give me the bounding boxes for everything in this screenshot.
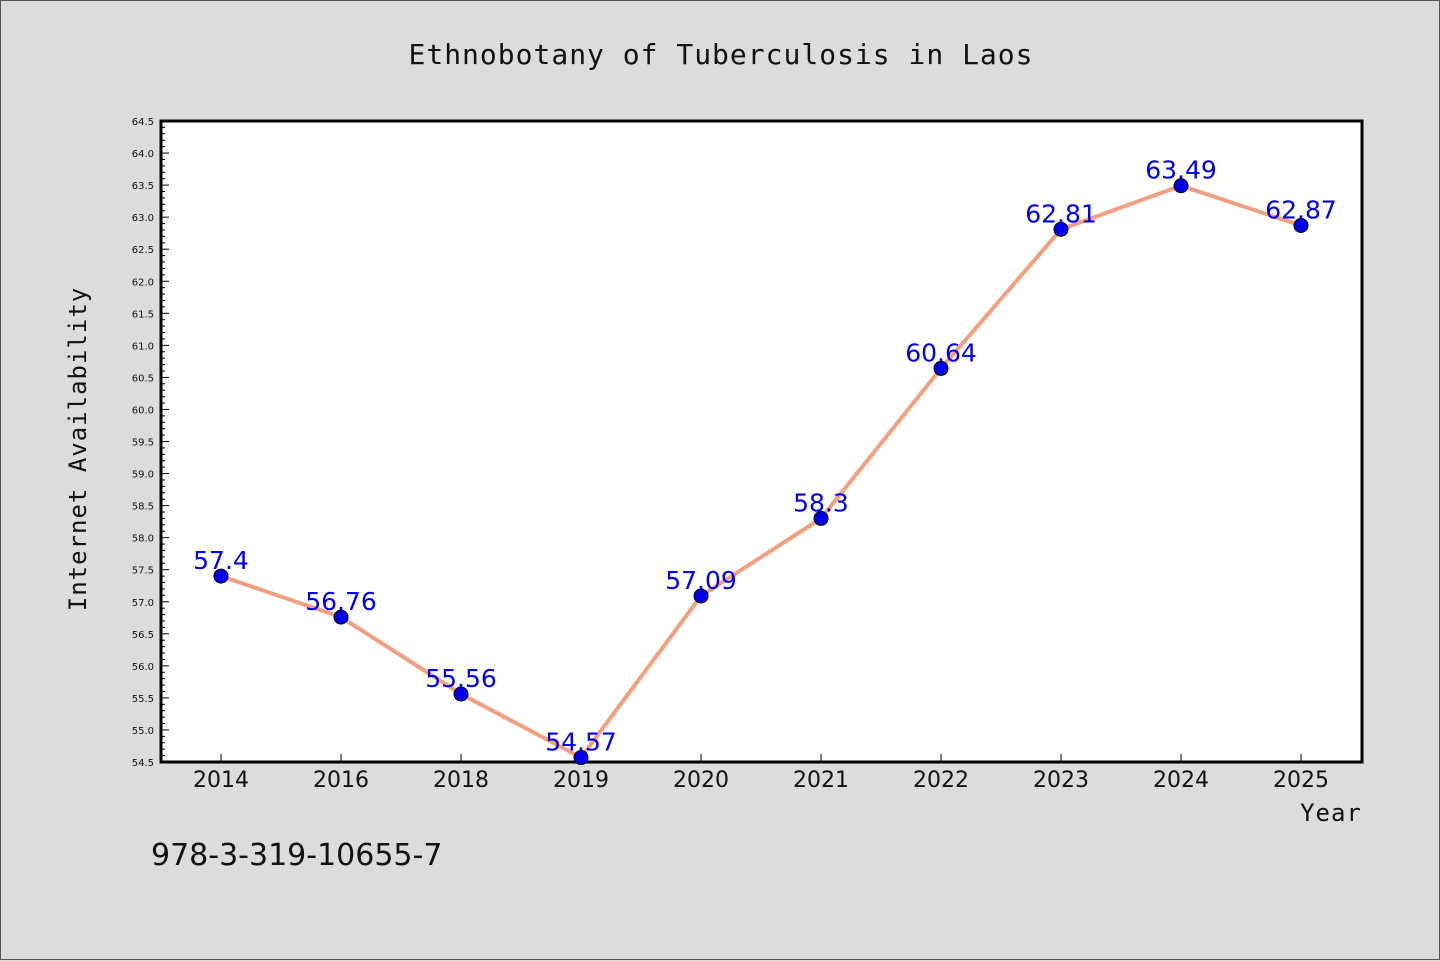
y-tick-label: 64.5: [132, 117, 154, 128]
x-axis: 2014 2016 2018 2019 2020 2021 2022 2023 2024 2025: [193, 754, 1329, 793]
data-label: 58.3: [793, 488, 849, 517]
x-tick-label: 2020: [673, 768, 729, 793]
data-point: [813, 510, 829, 526]
series-markers: [213, 178, 1309, 766]
x-tick-label: 2019: [553, 768, 609, 793]
x-tick-label: 2016: [313, 768, 369, 793]
y-tick-label: 62.0: [132, 277, 154, 288]
data-label: 60.64: [905, 338, 977, 367]
y-tick-label: 55.0: [132, 726, 154, 737]
data-label: 62.87: [1265, 195, 1337, 224]
data-label: 57.4: [193, 546, 249, 575]
x-tick-label: 2014: [193, 768, 249, 793]
data-point: [1053, 221, 1069, 237]
data-point: [933, 360, 949, 376]
y-axis: 54.5 55.0 55.5 56.0 56.5 57.0 57.5 58.0 58.5 59.0…: [132, 117, 169, 769]
x-tick-label: 2025: [1273, 768, 1329, 793]
x-tick-label: 2021: [793, 768, 849, 793]
data-label: 55.56: [425, 664, 497, 693]
y-tick-label: 58.5: [132, 502, 154, 513]
y-tick-label: 57.5: [132, 566, 154, 577]
y-tick-label: 60.5: [132, 373, 154, 384]
y-tick-label: 57.0: [132, 598, 154, 609]
y-axis-label: Internet Availability: [64, 287, 92, 611]
x-tick-label: 2018: [433, 768, 489, 793]
y-tick-label: 61.5: [132, 309, 154, 320]
x-tick-label: 2023: [1033, 768, 1089, 793]
data-label: 54.57: [545, 728, 617, 757]
y-tick-label: 58.0: [132, 534, 154, 545]
data-label: 63.49: [1145, 156, 1217, 185]
y-tick-label: 55.5: [132, 694, 154, 705]
data-labels: 57.4 56.76 55.56 54.57 57.09 58.3 60.64 62.81 63…: [193, 156, 1337, 757]
data-point: [453, 686, 469, 702]
data-point: [1293, 217, 1309, 233]
y-tick-label: 60.0: [132, 405, 154, 416]
data-label: 56.76: [305, 587, 377, 616]
data-point: [213, 568, 229, 584]
series-line-path: [220, 183, 1302, 760]
series-line: [220, 183, 1302, 760]
data-label: 57.09: [665, 566, 737, 595]
y-tick-label: 54.5: [132, 758, 154, 769]
data-point: [333, 609, 349, 625]
isbn-footer: 978-3-319-10655-7: [151, 838, 442, 873]
x-axis-label: Year: [1300, 799, 1362, 827]
y-tick-label: 64.0: [132, 149, 154, 160]
y-tick-label: 63.0: [132, 213, 154, 224]
data-point: [1173, 178, 1189, 194]
data-point: [573, 750, 589, 766]
plot-area: [159, 119, 1364, 764]
data-point: [693, 588, 709, 604]
y-tick-label: 59.0: [132, 470, 154, 481]
y-tick-label: 56.0: [132, 662, 154, 673]
data-label: 62.81: [1025, 199, 1097, 228]
y-tick-label: 56.5: [132, 630, 154, 641]
y-tick-label: 63.5: [132, 181, 154, 192]
x-tick-label: 2024: [1153, 768, 1209, 793]
y-tick-label: 61.0: [132, 341, 154, 352]
chart-title: Ethnobotany of Tuberculosis in Laos: [408, 38, 1033, 71]
y-tick-label: 59.5: [132, 438, 154, 449]
y-tick-label: 62.5: [132, 245, 154, 256]
x-tick-label: 2022: [913, 768, 969, 793]
